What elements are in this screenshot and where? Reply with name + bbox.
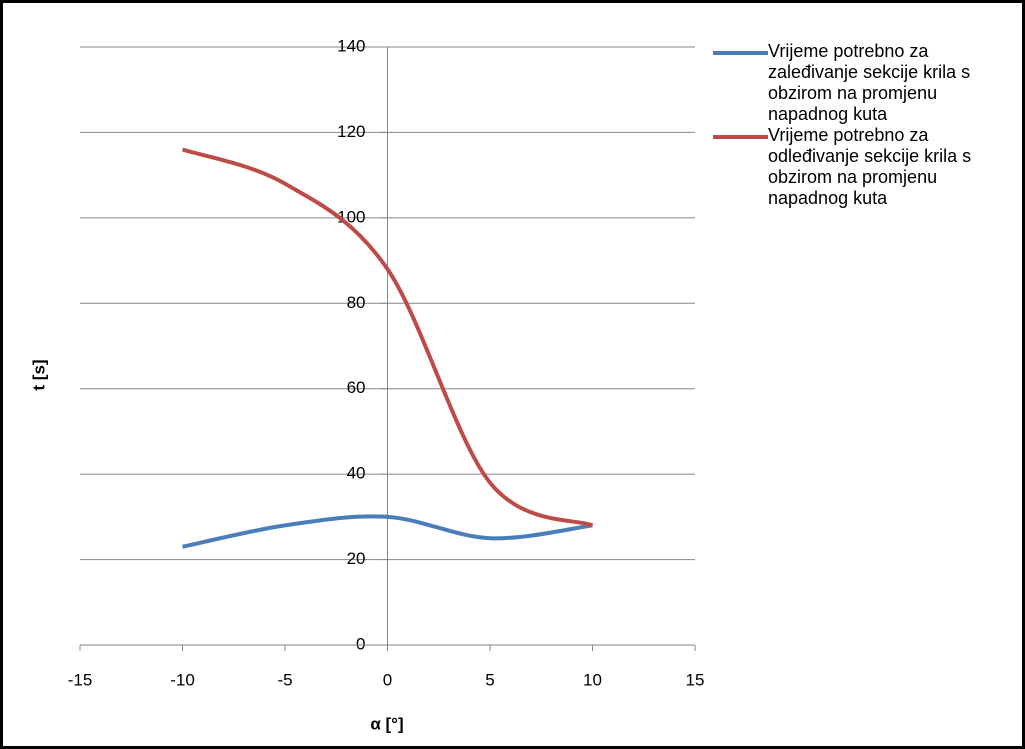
x-tick-label: -10 — [170, 670, 195, 689]
y-tick-label: 80 — [347, 293, 366, 312]
legend-item: Vrijeme potrebno za zaleđivanje sekcije … — [713, 41, 1013, 125]
y-tick-label: 20 — [347, 549, 366, 568]
legend-label: Vrijeme potrebno za zaleđivanje sekcije … — [768, 41, 971, 124]
y-tick-label: 60 — [347, 378, 366, 397]
series-line — [182, 514, 593, 549]
y-tick-label: 120 — [337, 122, 365, 141]
legend-label: Vrijeme potrebno za odleđivanje sekcije … — [768, 125, 972, 208]
y-tick-label: 140 — [337, 36, 365, 55]
x-tick-label: 10 — [583, 670, 602, 689]
legend: Vrijeme potrebno za zaleđivanje sekcije … — [713, 41, 1013, 209]
x-tick-label: 15 — [686, 670, 705, 689]
x-tick-label: 5 — [485, 670, 494, 689]
legend-swatch — [713, 135, 768, 139]
y-tick-label: 40 — [347, 464, 366, 483]
x-axis-title: α [°] — [370, 714, 403, 733]
x-tick-label: -5 — [277, 670, 292, 689]
legend-swatch — [713, 51, 768, 55]
y-tick-label: 0 — [356, 634, 365, 653]
x-tick-label: 0 — [383, 670, 392, 689]
x-tick-label: -15 — [68, 670, 93, 689]
y-axis-title: t [s] — [29, 359, 48, 390]
series-line — [181, 147, 594, 528]
legend-item: Vrijeme potrebno za odleđivanje sekcije … — [713, 125, 1013, 209]
